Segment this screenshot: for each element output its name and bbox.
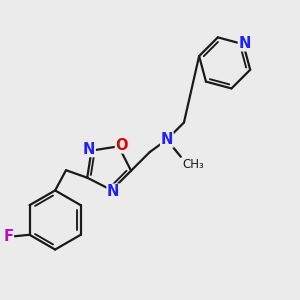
- Text: N: N: [160, 132, 173, 147]
- Text: N: N: [107, 184, 119, 199]
- Text: F: F: [3, 229, 14, 244]
- Text: N: N: [83, 142, 95, 157]
- Text: CH₃: CH₃: [182, 158, 204, 171]
- Text: N: N: [238, 36, 251, 51]
- Text: O: O: [116, 138, 128, 153]
